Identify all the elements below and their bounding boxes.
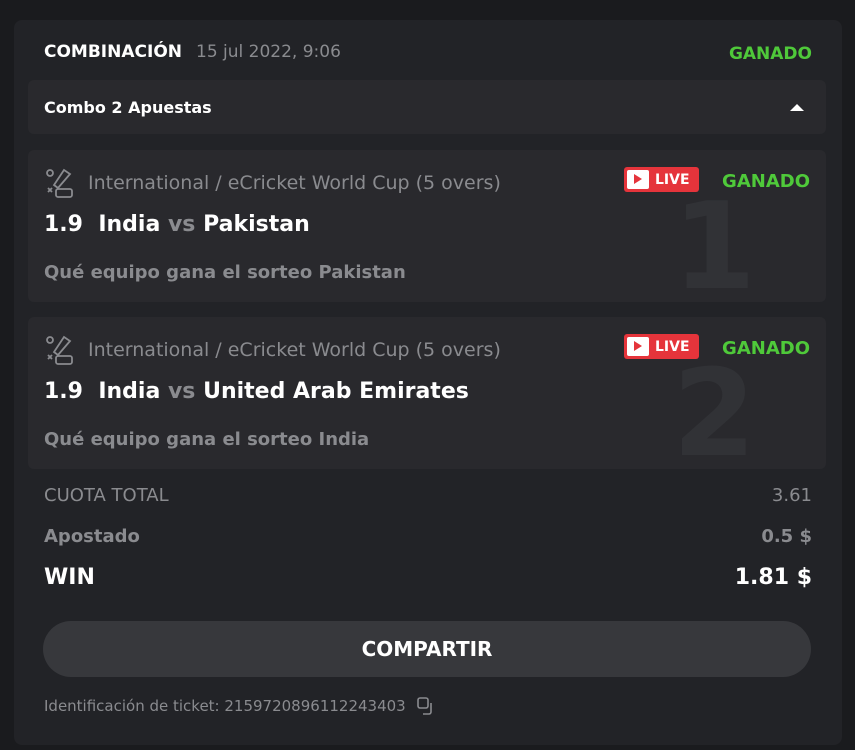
copy-icon[interactable] (416, 696, 436, 716)
vs-label: vs (167, 212, 196, 237)
vs-label: vs (167, 379, 196, 404)
bet-index: 1 (672, 178, 757, 303)
esports-cricket-icon (46, 168, 73, 198)
staked-label: Apostado (44, 526, 140, 547)
staked-value: 0.5 $ (761, 526, 812, 547)
bet-odds: 1.9 (44, 212, 83, 237)
team2: Pakistan (203, 212, 310, 237)
live-label: LIVE (655, 171, 690, 188)
chevron-up-icon (790, 103, 804, 111)
live-badge: LIVE (624, 167, 699, 192)
bet-outcome: Qué equipo gana el sorteo India (44, 429, 370, 450)
ticket-id: Identificación de ticket: 21597208961122… (44, 696, 436, 716)
bet-item: 1 International / eCricket World Cup (5 … (28, 150, 826, 302)
total-odds-label: CUOTA TOTAL (44, 485, 169, 506)
bet-match: 1.9 India vs United Arab Emirates (44, 379, 469, 404)
bet-outcome: Qué equipo gana el sorteo Pakistan (44, 262, 406, 283)
team2: United Arab Emirates (203, 379, 469, 404)
staked-row: Apostado 0.5 $ (44, 526, 812, 547)
ticket-id-text: Identificación de ticket: 21597208961122… (44, 697, 406, 715)
play-icon (627, 337, 649, 356)
bet-status: GANADO (722, 338, 810, 359)
share-button[interactable]: COMPARTIR (43, 621, 811, 677)
team1: India (98, 379, 161, 404)
live-badge: LIVE (624, 334, 699, 359)
win-label: WIN (44, 565, 95, 590)
bet-type: COMBINACIÓN (44, 42, 182, 62)
live-label: LIVE (655, 338, 690, 355)
esports-cricket-icon (46, 335, 73, 365)
total-odds-row: CUOTA TOTAL 3.61 (44, 485, 812, 506)
bet-ticket-card: COMBINACIÓN 15 jul 2022, 9:06 GANADO Com… (14, 20, 842, 745)
bet-item: 2 International / eCricket World Cup (5 … (28, 317, 826, 469)
bet-datetime: 15 jul 2022, 9:06 (196, 42, 341, 62)
bet-index: 2 (672, 345, 757, 470)
status-badge: GANADO (728, 44, 812, 64)
bet-category: International / eCricket World Cup (5 ov… (88, 172, 501, 194)
bet-odds: 1.9 (44, 379, 83, 404)
combo-toggle[interactable]: Combo 2 Apuestas (28, 80, 826, 134)
combo-label: Combo 2 Apuestas (44, 97, 212, 117)
win-row: WIN 1.81 $ (44, 565, 812, 590)
ticket-header: COMBINACIÓN 15 jul 2022, 9:06 GANADO (44, 40, 812, 64)
bet-match: 1.9 India vs Pakistan (44, 212, 310, 237)
bet-status: GANADO (722, 171, 810, 192)
total-odds-value: 3.61 (771, 485, 812, 506)
team1: India (98, 212, 161, 237)
win-value: 1.81 $ (734, 565, 812, 590)
bet-category: International / eCricket World Cup (5 ov… (88, 339, 501, 361)
play-icon (627, 170, 649, 189)
